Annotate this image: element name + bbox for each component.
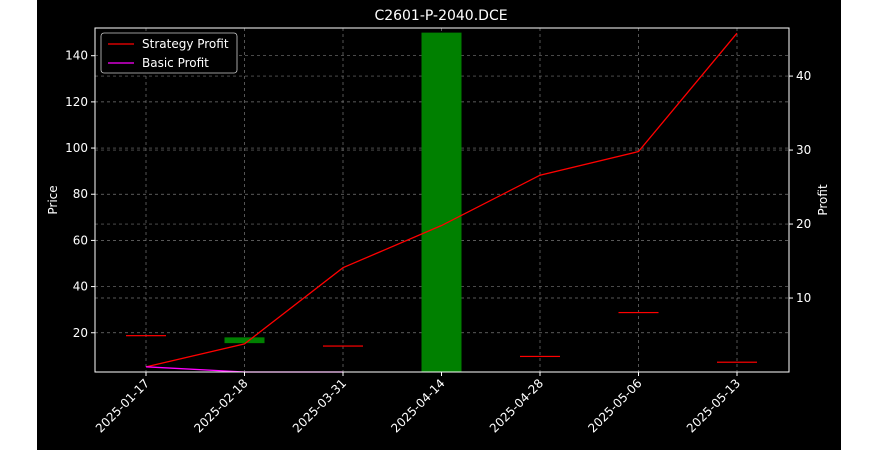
right-y-tick-label: 20 (796, 217, 811, 231)
legend: Strategy Profit Basic Profit (100, 32, 238, 74)
chart-title: C2601-P-2040.DCE (374, 8, 507, 24)
left-y-tick-label: 80 (73, 187, 88, 201)
chart: C2601-P-2040.DCE 20 40 60 80 100 120 140 10 20 3… (46, 8, 830, 435)
candle-2025-03-31 (323, 345, 363, 347)
series-line-0 (145, 32, 738, 368)
x-tick-label: 2025-03-31 (290, 376, 349, 435)
x-tick-label: 2025-04-14 (388, 376, 447, 435)
candles (126, 32, 757, 372)
candle-2025-05-13 (717, 361, 757, 363)
candle-2025-05-06 (618, 311, 659, 314)
right-y-tick-label: 40 (796, 69, 811, 83)
x-tick-label: 2025-02-18 (191, 376, 250, 435)
right-y-tick-label: 10 (796, 291, 811, 305)
candle-2025-04-14 (421, 32, 462, 372)
x-tick-label: 2025-05-06 (585, 376, 644, 435)
x-tick-label: 2025-05-13 (684, 376, 743, 435)
left-y-tick-label: 120 (65, 95, 88, 109)
candle-2025-02-18 (224, 337, 265, 344)
left-y-tick-label: 60 (73, 233, 88, 247)
legend-box (100, 32, 238, 74)
right-y-axis: 10 20 30 40 (789, 69, 811, 305)
left-y-axis-label: Price (46, 185, 60, 214)
left-y-tick-label: 40 (73, 280, 88, 294)
x-tick-label: 2025-04-28 (487, 376, 546, 435)
left-y-tick-label: 140 (65, 49, 88, 63)
x-axis: 2025-01-17 2025-02-18 2025-03-31 2025-04-14… (93, 372, 743, 435)
left-y-axis: 20 40 60 80 100 120 140 (65, 49, 95, 340)
left-y-tick-label: 20 (73, 326, 88, 340)
right-y-tick-label: 30 (796, 143, 811, 157)
chart-figure: C2601-P-2040.DCE 20 40 60 80 100 120 140 10 20 3… (37, 0, 841, 450)
candle-2025-04-28 (520, 355, 560, 358)
x-tick-label: 2025-01-17 (93, 376, 152, 435)
candle-2025-01-17 (126, 335, 166, 337)
left-y-tick-label: 100 (65, 141, 88, 155)
legend-basic-label: Basic Profit (142, 56, 209, 70)
legend-strategy-label: Strategy Profit (142, 37, 229, 51)
right-y-axis-label: Profit (816, 184, 830, 216)
